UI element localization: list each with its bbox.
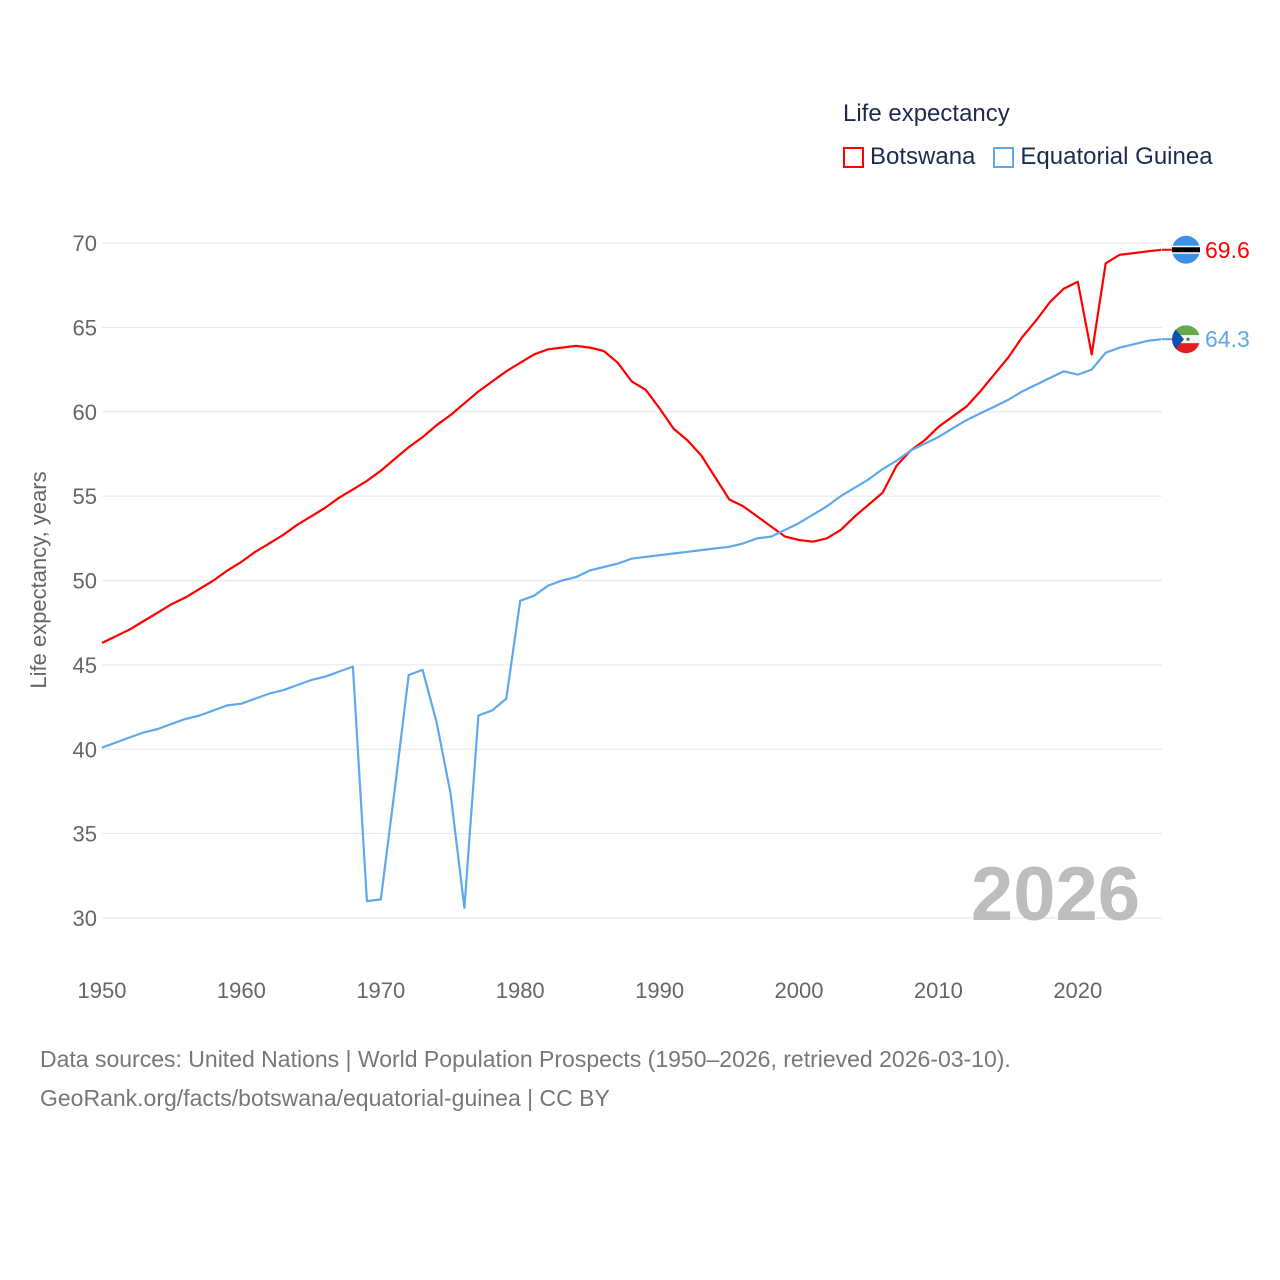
y-axis-label: Life expectancy, years	[26, 471, 51, 688]
legend-item-equatorial-guinea[interactable]: Equatorial Guinea	[993, 143, 1213, 171]
end-value-label: 64.3	[1205, 326, 1250, 352]
y-tick-label: 50	[73, 569, 97, 594]
x-tick-label: 1970	[356, 978, 405, 1003]
equatorial-guinea-flag-icon	[1172, 325, 1200, 336]
y-tick-label: 45	[73, 653, 97, 678]
series-line-botswana	[101, 248, 1162, 644]
flag-stripe	[1172, 247, 1200, 253]
data-source-text: Data sources: United Nations | World Pop…	[40, 1046, 1011, 1072]
x-tick-label: 2000	[775, 978, 824, 1003]
flag-stripe	[1172, 343, 1200, 354]
flag-emblem	[1186, 337, 1190, 341]
x-tick-label: 1990	[635, 978, 684, 1003]
y-tick-label: 30	[73, 906, 97, 931]
y-tick-label: 60	[73, 400, 97, 425]
x-tick-label: 2020	[1053, 978, 1102, 1003]
y-tick-label: 70	[73, 231, 97, 256]
x-tick-label: 2010	[914, 978, 963, 1003]
legend: Botswana Equatorial Guinea	[843, 143, 1213, 171]
legend-label: Botswana	[870, 143, 976, 170]
legend-title: Life expectancy	[843, 100, 1010, 127]
y-tick-label: 65	[73, 315, 97, 340]
legend-item-botswana[interactable]: Botswana	[843, 143, 975, 171]
year-watermark: 2026	[971, 852, 1140, 937]
flag-stripe	[1172, 335, 1200, 344]
source-link[interactable]: GeoRank.org/facts/botswana/equatorial-gu…	[40, 1085, 610, 1111]
flag-triangle	[1172, 325, 1184, 354]
x-tick-label: 1960	[217, 978, 266, 1003]
legend-swatch	[993, 146, 1015, 168]
y-tick-label: 35	[73, 822, 97, 847]
legend-swatch	[843, 146, 864, 168]
end-value-label: 69.6	[1205, 237, 1250, 263]
legend-label: Equatorial Guinea	[1020, 143, 1213, 170]
x-tick-label: 1950	[78, 978, 127, 1003]
x-tick-label: 1980	[496, 978, 545, 1003]
series-line-equatorial-guinea	[101, 338, 1162, 910]
y-tick-label: 40	[73, 737, 97, 762]
y-tick-label: 55	[73, 484, 97, 509]
